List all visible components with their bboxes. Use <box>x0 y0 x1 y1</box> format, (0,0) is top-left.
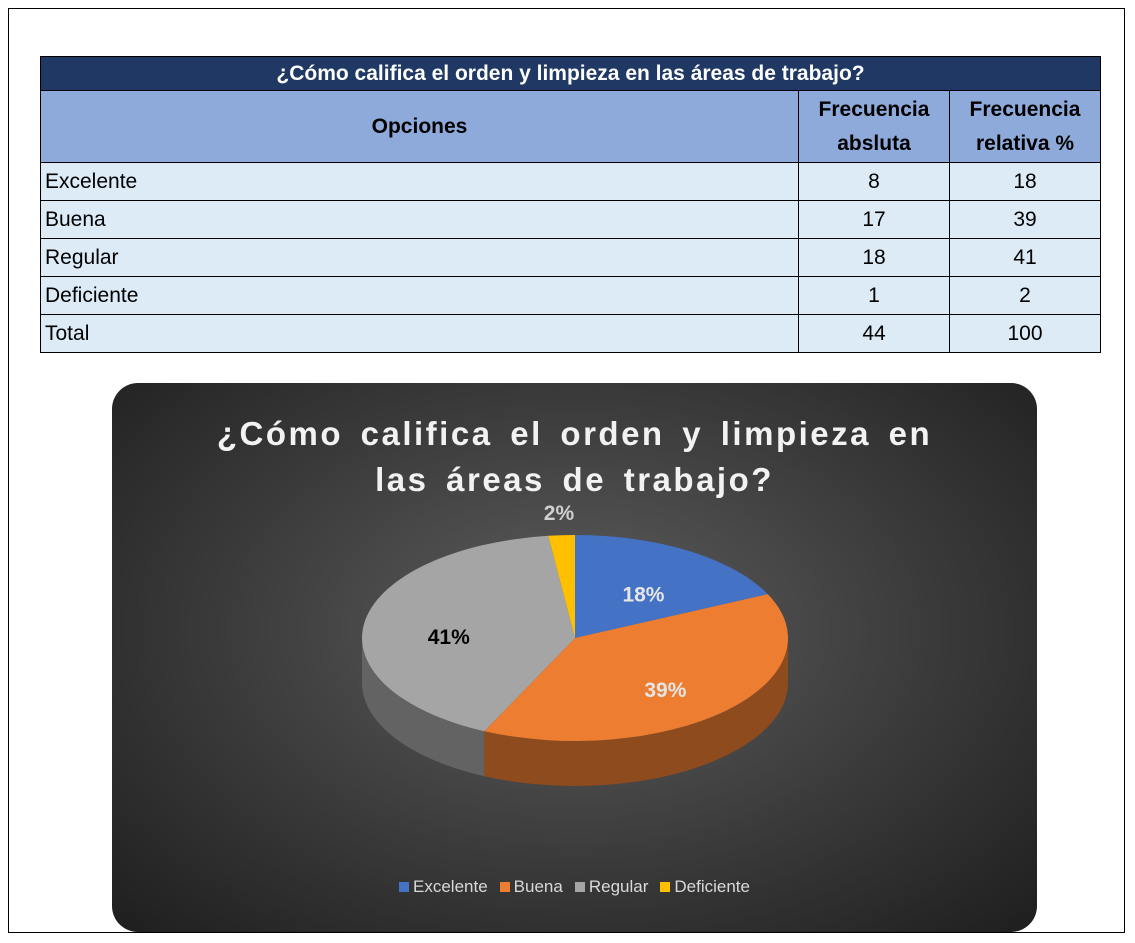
legend-swatch <box>574 882 585 892</box>
legend-label: Excelente <box>413 877 488 896</box>
chart: 18% 39% 41% 2% ¿Cómo califica el orden y li… <box>112 383 1037 932</box>
data-label: 39% <box>644 679 686 702</box>
legend-item: Buena <box>499 877 563 897</box>
data-label: 2% <box>544 502 575 525</box>
legend-label: Regular <box>588 877 649 896</box>
legend-swatch <box>660 882 671 892</box>
data-label: 18% <box>622 583 664 606</box>
table-cell: 44 <box>798 314 950 353</box>
pie: 18% 39% 41% 2% <box>362 502 788 786</box>
table-cell: Buena <box>40 200 799 239</box>
table-cell: Regular <box>40 238 799 277</box>
data-label: 41% <box>428 626 470 649</box>
table-row: Buena 17 39 <box>40 200 1101 239</box>
slice <box>548 535 575 638</box>
table-cell: 18 <box>798 238 950 277</box>
table-cell: Total <box>40 314 799 353</box>
table-row: Total 44 100 <box>40 314 1101 353</box>
table-cell: 39 <box>949 200 1101 239</box>
table-cell: 41 <box>949 238 1101 277</box>
header-cell: Opciones <box>40 90 799 163</box>
table-cell: 1 <box>798 276 950 315</box>
legend: Excelente Buena Regular Deficiente <box>112 877 1037 897</box>
table-cell: Excelente <box>40 162 799 201</box>
slice <box>484 594 788 741</box>
header-cell: Frecuencia absluta <box>798 90 950 163</box>
header-row: Opciones Frecuencia absluta Frecuencia rel… <box>40 90 1101 163</box>
title-row: ¿Cómo califica el orden y limpieza en la… <box>40 56 1101 91</box>
legend-swatch <box>499 882 510 892</box>
legend-swatch <box>399 882 409 892</box>
table-row: Regular 18 41 <box>40 238 1101 277</box>
legend-item: Excelente <box>399 877 488 897</box>
table-cell: 100 <box>949 314 1101 353</box>
slice-side <box>362 638 485 777</box>
table-cell: 18 <box>949 162 1101 201</box>
slice <box>575 535 768 638</box>
table-cell: Deficiente <box>40 276 799 315</box>
slice-side <box>484 638 788 786</box>
table-cell: 17 <box>798 200 950 239</box>
legend-item: Deficiente <box>660 877 750 897</box>
legend-item: Regular <box>574 877 649 897</box>
table-cell: 8 <box>798 162 950 201</box>
legend-label: Deficiente <box>674 877 750 896</box>
table-row: Deficiente 1 2 <box>40 276 1101 315</box>
frame <box>8 8 1125 933</box>
chart-title: ¿Cómo califica el orden y limpieza en la… <box>216 415 933 498</box>
table-cell: 2 <box>949 276 1101 315</box>
table: ¿Cómo califica el orden y limpieza en la… <box>40 56 1101 353</box>
legend-label: Buena <box>513 877 563 896</box>
table-title: ¿Cómo califica el orden y limpieza en la… <box>40 56 1101 91</box>
header-cell: Frecuencia relativa % <box>949 90 1101 163</box>
slice <box>362 535 575 732</box>
table-row: Excelente 8 18 <box>40 162 1101 201</box>
